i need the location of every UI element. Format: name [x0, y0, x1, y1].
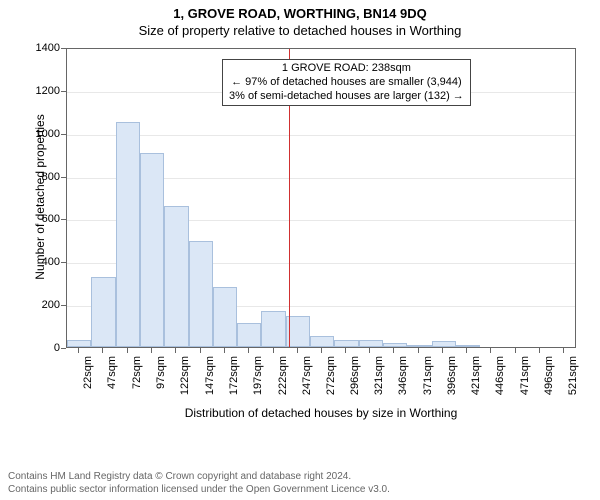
x-tick-mark — [442, 348, 443, 353]
histogram-chart: 1 GROVE ROAD: 238sqm← 97% of detached ho… — [0, 42, 600, 440]
x-tick-label: 346sqm — [397, 356, 409, 406]
x-tick-mark — [466, 348, 467, 353]
x-tick-mark — [393, 348, 394, 353]
y-tick-mark — [61, 348, 66, 349]
histogram-bar — [310, 336, 334, 347]
x-tick-mark — [224, 348, 225, 353]
x-tick-label: 296sqm — [349, 356, 361, 406]
y-tick-label: 800 — [30, 171, 60, 183]
histogram-bar — [91, 277, 115, 347]
y-tick-label: 1400 — [30, 42, 60, 54]
x-tick-mark — [175, 348, 176, 353]
histogram-bar — [456, 345, 480, 347]
x-tick-mark — [151, 348, 152, 353]
histogram-bar — [213, 287, 237, 347]
x-tick-mark — [515, 348, 516, 353]
x-tick-label: 72sqm — [131, 356, 143, 406]
x-tick-mark — [369, 348, 370, 353]
x-tick-label: 222sqm — [277, 356, 289, 406]
x-tick-mark — [78, 348, 79, 353]
histogram-bar — [407, 345, 431, 347]
x-tick-label: 521sqm — [567, 356, 579, 406]
annotation-line: ← 97% of detached houses are smaller (3,… — [229, 76, 464, 90]
y-tick-label: 1200 — [30, 85, 60, 97]
x-tick-label: 172sqm — [228, 356, 240, 406]
x-tick-mark — [102, 348, 103, 353]
x-tick-mark — [418, 348, 419, 353]
x-tick-mark — [321, 348, 322, 353]
page-title-subtitle: Size of property relative to detached ho… — [0, 21, 600, 44]
annotation-line: 1 GROVE ROAD: 238sqm — [229, 62, 464, 76]
histogram-bar — [261, 311, 285, 347]
x-tick-mark — [127, 348, 128, 353]
histogram-bar — [334, 340, 358, 348]
x-tick-label: 97sqm — [155, 356, 167, 406]
y-tick-mark — [61, 177, 66, 178]
x-axis-label: Distribution of detached houses by size … — [66, 406, 576, 420]
gridline-h — [67, 135, 575, 136]
x-tick-label: 321sqm — [373, 356, 385, 406]
y-tick-label: 600 — [30, 213, 60, 225]
x-tick-label: 247sqm — [301, 356, 313, 406]
x-tick-label: 446sqm — [494, 356, 506, 406]
x-tick-label: 47sqm — [106, 356, 118, 406]
x-tick-label: 147sqm — [204, 356, 216, 406]
annotation-line: 3% of semi-detached houses are larger (1… — [229, 90, 464, 104]
x-tick-label: 122sqm — [179, 356, 191, 406]
histogram-bar — [67, 340, 91, 348]
histogram-bar — [164, 206, 188, 347]
x-tick-mark — [345, 348, 346, 353]
x-tick-label: 371sqm — [422, 356, 434, 406]
y-tick-mark — [61, 262, 66, 263]
histogram-bar — [383, 343, 407, 347]
x-tick-mark — [563, 348, 564, 353]
y-tick-label: 200 — [30, 299, 60, 311]
footnote-line2: Contains public sector information licen… — [8, 484, 592, 497]
footnote: Contains HM Land Registry data © Crown c… — [8, 471, 592, 496]
x-tick-mark — [200, 348, 201, 353]
x-tick-label: 197sqm — [252, 356, 264, 406]
y-tick-mark — [61, 48, 66, 49]
y-tick-label: 1000 — [30, 128, 60, 140]
x-tick-label: 421sqm — [470, 356, 482, 406]
page-title-address: 1, GROVE ROAD, WORTHING, BN14 9DQ — [0, 0, 600, 21]
histogram-bar — [237, 323, 261, 347]
histogram-bar — [359, 340, 383, 348]
x-tick-label: 396sqm — [446, 356, 458, 406]
x-tick-label: 471sqm — [519, 356, 531, 406]
y-tick-label: 0 — [30, 342, 60, 354]
footnote-line1: Contains HM Land Registry data © Crown c… — [8, 471, 592, 484]
y-tick-label: 400 — [30, 256, 60, 268]
histogram-bar — [140, 153, 164, 347]
annotation-box: 1 GROVE ROAD: 238sqm← 97% of detached ho… — [222, 59, 471, 106]
y-tick-mark — [61, 134, 66, 135]
x-tick-mark — [273, 348, 274, 353]
x-tick-mark — [248, 348, 249, 353]
y-tick-mark — [61, 219, 66, 220]
histogram-bar — [189, 241, 213, 347]
x-tick-mark — [490, 348, 491, 353]
x-tick-label: 496sqm — [543, 356, 555, 406]
y-tick-mark — [61, 305, 66, 306]
y-tick-mark — [61, 91, 66, 92]
histogram-bar — [432, 341, 456, 347]
x-tick-mark — [297, 348, 298, 353]
x-tick-mark — [539, 348, 540, 353]
histogram-bar — [116, 122, 140, 347]
plot-area: 1 GROVE ROAD: 238sqm← 97% of detached ho… — [66, 48, 576, 348]
x-tick-label: 272sqm — [325, 356, 337, 406]
x-tick-label: 22sqm — [82, 356, 94, 406]
